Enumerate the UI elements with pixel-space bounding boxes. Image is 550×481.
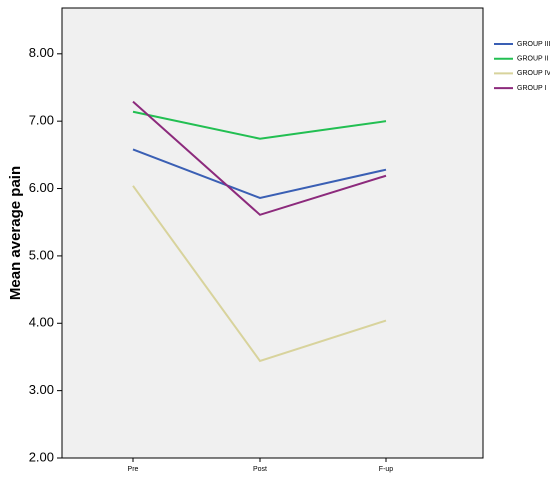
y-tick-label: 6.00: [29, 180, 54, 195]
y-tick-label: 5.00: [29, 247, 54, 262]
y-tick-label: 7.00: [29, 113, 54, 128]
plot-area: [61, 7, 484, 459]
y-tick-label: 3.00: [29, 382, 54, 397]
legend-label: GROUP II: [517, 56, 548, 63]
y-tick-label: 8.00: [29, 45, 54, 60]
y-axis-label: Mean average pain: [7, 166, 24, 300]
x-tick-label: F-up: [379, 466, 394, 473]
series-line: [132, 100, 387, 216]
legend-label: GROUP I: [517, 85, 546, 92]
series-line: [132, 110, 387, 140]
x-tick-label: Pre: [128, 466, 139, 473]
series-line: [132, 185, 387, 363]
series-line: [132, 148, 387, 200]
y-tick-label: 2.00: [29, 449, 54, 464]
legend-label: GROUP III: [517, 41, 550, 48]
x-tick-label: Post: [253, 466, 267, 473]
legend-label: GROUP IV: [517, 70, 550, 77]
y-tick-label: 4.00: [29, 315, 54, 330]
